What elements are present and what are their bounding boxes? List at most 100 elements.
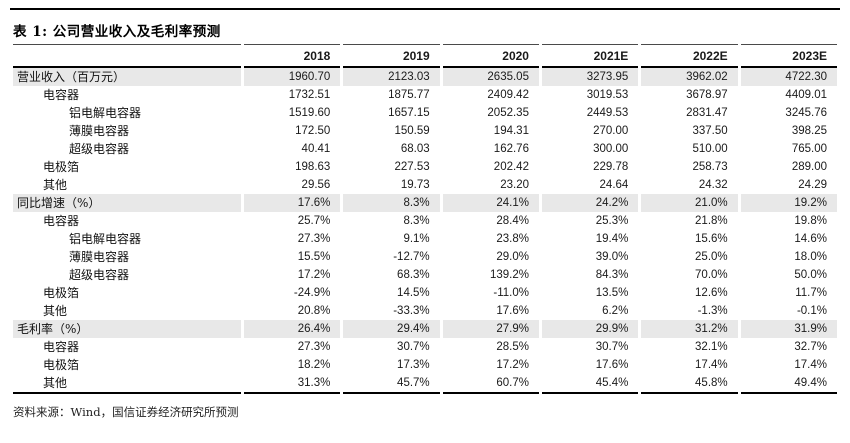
cell-value: 18.2% bbox=[297, 359, 331, 371]
row-label: 毛利率（%） bbox=[13, 320, 241, 338]
cell-value: 3245.76 bbox=[785, 107, 827, 119]
cell-value: 3273.95 bbox=[541, 68, 639, 86]
cell-value: 1875.77 bbox=[388, 89, 430, 101]
row-label: 电容器 bbox=[43, 214, 80, 228]
cell-value: 162.76 bbox=[493, 143, 529, 155]
cell-value: 23.8% bbox=[496, 233, 529, 245]
cell-value: 289.00 bbox=[791, 161, 827, 173]
cell-value: 19.73 bbox=[400, 179, 430, 191]
cell-value: 20.8% bbox=[297, 305, 331, 317]
cell-value: 26.4% bbox=[244, 320, 341, 338]
table-row: 铝电解电容器 27.3% 9.1% 23.8% 19.4% 15.6% 14.6% bbox=[13, 230, 837, 248]
table-header-row: 2018 2019 2020 2021E 2022E 2023E bbox=[13, 44, 837, 68]
row-label: 营业收入（百万元） bbox=[13, 68, 241, 86]
cell-value: 29.0% bbox=[496, 251, 529, 263]
column-header: 2018 bbox=[244, 44, 341, 68]
row-label: 超级电容器 bbox=[69, 268, 130, 282]
cell-value: 32.7% bbox=[794, 341, 827, 353]
cell-value: 765.00 bbox=[791, 143, 827, 155]
cell-value: -0.1% bbox=[796, 305, 827, 317]
cell-value: 1960.70 bbox=[244, 68, 341, 86]
column-header: 2022E bbox=[641, 44, 738, 68]
cell-value: 3678.97 bbox=[686, 89, 728, 101]
revenue-margin-forecast-table: 2018 2019 2020 2021E 2022E 2023E 营业收入（百万元） 196… bbox=[10, 44, 840, 394]
cell-value: 27.9% bbox=[442, 320, 539, 338]
cell-value: 45.8% bbox=[641, 374, 738, 394]
cell-value: 23.20 bbox=[500, 179, 529, 191]
top-rule-divider bbox=[10, 8, 840, 10]
cell-value: 3019.53 bbox=[586, 89, 629, 101]
cell-value: 28.4% bbox=[496, 215, 529, 227]
cell-value: 28.5% bbox=[496, 341, 529, 353]
cell-value: 1657.15 bbox=[388, 107, 430, 119]
cell-value: 19.4% bbox=[595, 233, 629, 245]
cell-value: 17.4% bbox=[794, 359, 827, 371]
cell-value: 24.1% bbox=[442, 194, 539, 212]
cell-value: 30.7% bbox=[595, 341, 629, 353]
row-label: 薄膜电容器 bbox=[69, 250, 130, 264]
cell-value: 2123.03 bbox=[343, 68, 440, 86]
cell-value: 229.78 bbox=[593, 161, 629, 173]
cell-value: 25.7% bbox=[297, 215, 331, 227]
cell-value: 300.00 bbox=[593, 143, 629, 155]
section-row: 营业收入（百万元） 1960.70 2123.03 2635.05 3273.95 396… bbox=[13, 68, 837, 86]
cell-value: 70.0% bbox=[695, 269, 728, 281]
column-header: 2023E bbox=[740, 44, 837, 68]
cell-value: 150.59 bbox=[394, 125, 430, 137]
cell-value: 45.7% bbox=[343, 374, 440, 394]
cell-value: 31.9% bbox=[740, 320, 837, 338]
table-row: 薄膜电容器 15.5% -12.7% 29.0% 39.0% 25.0% 18.0% bbox=[13, 248, 837, 266]
cell-value: 258.73 bbox=[692, 161, 728, 173]
cell-value: 25.0% bbox=[695, 251, 728, 263]
cell-value: 194.31 bbox=[493, 125, 529, 137]
cell-value: 49.4% bbox=[740, 374, 837, 394]
column-header: 2020 bbox=[442, 44, 539, 68]
cell-value: 2052.35 bbox=[487, 107, 529, 119]
cell-value: 172.50 bbox=[295, 125, 331, 137]
cell-value: 18.0% bbox=[794, 251, 827, 263]
row-label: 电极箔 bbox=[43, 358, 80, 372]
cell-value: 4409.01 bbox=[785, 89, 827, 101]
cell-value: 30.7% bbox=[397, 341, 430, 353]
cell-value: 15.5% bbox=[297, 251, 331, 263]
cell-value: 227.53 bbox=[394, 161, 430, 173]
table-row: 电极箔 198.63 227.53 202.42 229.78 258.73 289.00 bbox=[13, 158, 837, 176]
cell-value: 3962.02 bbox=[641, 68, 738, 86]
table-row: 电容器 27.3% 30.7% 28.5% 30.7% 32.1% 32.7% bbox=[13, 338, 837, 356]
cell-value: 24.64 bbox=[599, 179, 629, 191]
row-label: 同比增速（%） bbox=[13, 194, 241, 212]
table-title: 表 1: 公司营业收入及毛利率预测 bbox=[13, 24, 221, 40]
cell-value: 17.2% bbox=[496, 359, 529, 371]
cell-value: 21.0% bbox=[641, 194, 738, 212]
table-row: 铝电解电容器 1519.60 1657.15 2052.35 2449.53 2831.4… bbox=[13, 104, 837, 122]
cell-value: 198.63 bbox=[295, 161, 331, 173]
row-label: 超级电容器 bbox=[69, 142, 130, 156]
cell-value: 24.32 bbox=[698, 179, 728, 191]
cell-value: 27.3% bbox=[297, 233, 331, 245]
cell-value: 11.7% bbox=[795, 287, 827, 299]
section-row: 同比增速（%） 17.6% 8.3% 24.1% 24.2% 21.0% 19.2% bbox=[13, 194, 837, 212]
cell-value: 2635.05 bbox=[442, 68, 539, 86]
cell-value: 21.8% bbox=[695, 215, 728, 227]
cell-value: -33.3% bbox=[393, 305, 430, 317]
cell-value: 14.6% bbox=[794, 233, 827, 245]
cell-value: 17.4% bbox=[695, 359, 728, 371]
table-row: 超级电容器 17.2% 68.3% 139.2% 84.3% 70.0% 50.0% bbox=[13, 266, 837, 284]
row-label: 电容器 bbox=[43, 88, 80, 102]
cell-value: 19.2% bbox=[740, 194, 837, 212]
cell-value: 8.3% bbox=[343, 194, 440, 212]
cell-value: 40.41 bbox=[301, 143, 331, 155]
cell-value: 2449.53 bbox=[586, 107, 629, 119]
table-row: 电容器 25.7% 8.3% 28.4% 25.3% 21.8% 19.8% bbox=[13, 212, 837, 230]
row-label: 铝电解电容器 bbox=[69, 232, 142, 246]
column-header-blank bbox=[13, 44, 241, 68]
cell-value: 8.3% bbox=[403, 215, 430, 227]
cell-value: 68.3% bbox=[397, 269, 430, 281]
table-row: 薄膜电容器 172.50 150.59 194.31 270.00 337.50 398.2… bbox=[13, 122, 837, 140]
cell-value: 60.7% bbox=[442, 374, 539, 394]
row-label: 其他 bbox=[13, 374, 241, 394]
table-row: 其他 20.8% -33.3% 17.6% 6.2% -1.3% -0.1% bbox=[13, 302, 837, 320]
cell-value: 139.2% bbox=[489, 269, 529, 281]
cell-value: 4722.30 bbox=[740, 68, 837, 86]
cell-value: 31.2% bbox=[641, 320, 738, 338]
